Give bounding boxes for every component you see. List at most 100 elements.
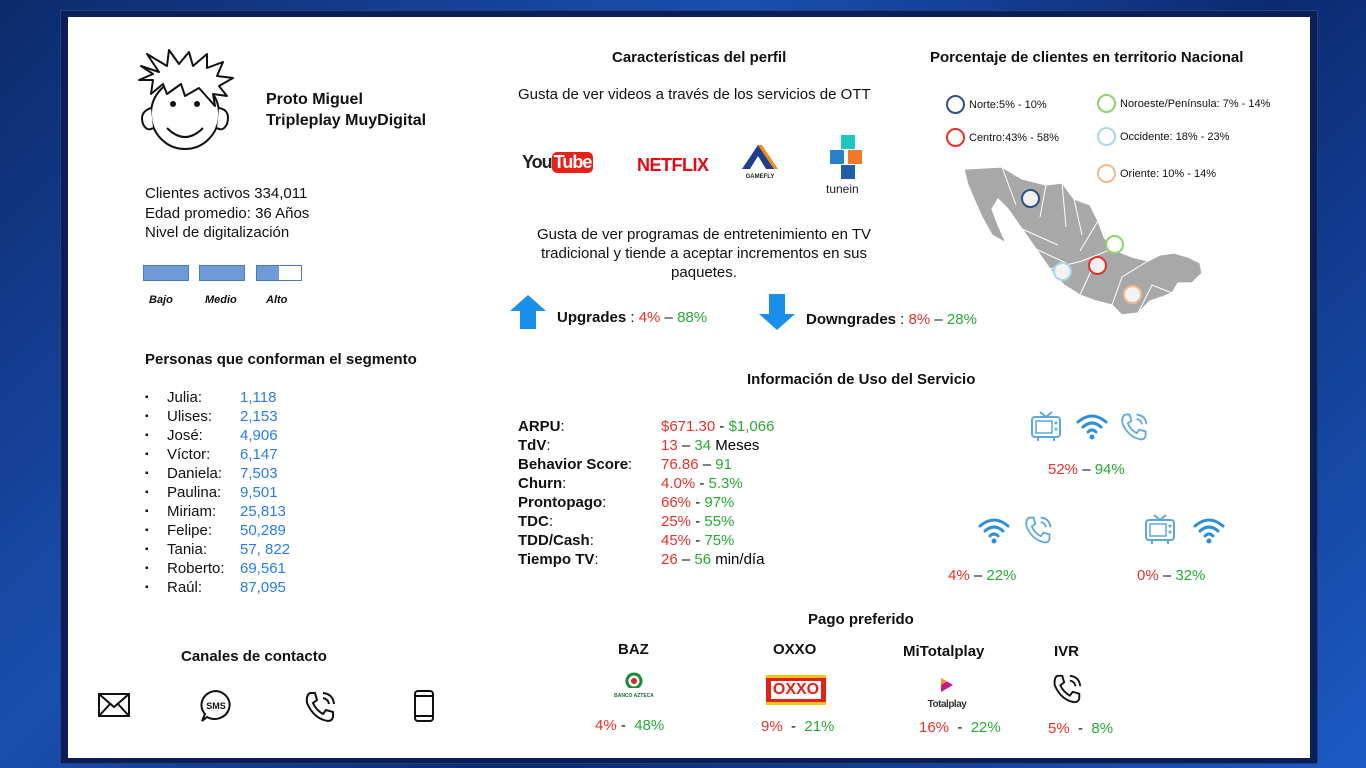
- gamefly-logo-text: GAMEFLY: [745, 174, 775, 180]
- wifi-icon: [1193, 518, 1225, 544]
- bullet-icon: ▪: [145, 563, 149, 574]
- legend-occidente-label: Occidente: 18% - 23%: [1120, 130, 1230, 143]
- bullet-icon: ▪: [145, 430, 149, 441]
- person-name: Roberto:: [167, 560, 225, 577]
- combo-double-tv-sep: –: [1158, 567, 1176, 584]
- list-item: ▪ Julia: 1,118: [145, 388, 290, 407]
- downgrades-stat: Downgrades : 8% – 28%: [806, 311, 977, 328]
- payment-oxxo-low: 9%: [761, 718, 783, 735]
- bullet-icon: ▪: [145, 582, 149, 593]
- oxxo-logo: OXXO: [766, 675, 826, 705]
- usage-metric-value: 13 – 34 Meses: [661, 437, 760, 454]
- payment-ivr-value: 5% - 8%: [1048, 720, 1113, 737]
- person-count: 2,153: [240, 408, 278, 425]
- table-row: ARPU: $671.30 - $1,066: [518, 417, 774, 436]
- person-count: 1,118: [240, 389, 277, 406]
- legend-oriente-label: Oriente: 10% - 14%: [1120, 167, 1216, 180]
- person-name: Tania:: [167, 541, 208, 558]
- table-row: Tiempo TV: 26 – 56 min/día: [518, 550, 774, 569]
- legend-occidente-swatch: [1097, 127, 1116, 146]
- usage-metric-value: $671.30 - $1,066: [661, 418, 775, 435]
- upgrades-stat: Upgrades : 4% – 88%: [557, 309, 707, 326]
- map-marker-occidente: [1053, 262, 1072, 281]
- legend-oriente: Oriente: 10% - 14%: [1097, 164, 1216, 183]
- combo-double-tv-value: 0% – 32%: [1137, 567, 1205, 584]
- avatar-icon: [138, 49, 234, 150]
- gamefly-logo: GAMEFLY: [738, 143, 782, 180]
- payment-mitotalplay-high: 22%: [970, 719, 1001, 736]
- level-label-alto: Alto: [266, 294, 288, 306]
- persons-title: Personas que conforman el segmento: [145, 351, 417, 368]
- wifi-icon: [978, 518, 1010, 544]
- usage-metric-value: 25% - 55%: [661, 513, 735, 530]
- combo-triple-value: 52% – 94%: [1048, 461, 1125, 478]
- usage-table: ARPU: $671.30 - $1,066 TdV: 13 – 34 Meses Be…: [518, 417, 774, 569]
- payment-oxxo-high: 21%: [804, 718, 835, 735]
- person-name: Daniela:: [167, 465, 223, 482]
- payment-oxxo-title: OXXO: [773, 641, 817, 658]
- usage-metric-name: Churn:: [518, 475, 567, 492]
- phone-icon: [1025, 516, 1052, 544]
- person-count: 87,095: [240, 579, 286, 596]
- map-marker-oriente: [1123, 285, 1142, 304]
- downgrades-label: Downgrades: [806, 311, 897, 328]
- bullet-icon: ▪: [145, 449, 149, 460]
- youtube-logo: You Tube: [522, 152, 594, 173]
- list-item: ▪ Raúl: 87,095: [145, 578, 290, 597]
- tunein-logo: tunein: [826, 135, 870, 196]
- level-bar-medio: [199, 265, 245, 281]
- person-count: 69,561: [240, 560, 286, 577]
- persons-list: ▪ Julia: 1,118 ▪ Ulises: 2,153 ▪ José: 4,906 ▪ Víc…: [145, 388, 290, 597]
- tv-icon: [1145, 514, 1175, 544]
- upgrades-label: Upgrades: [557, 309, 627, 326]
- ivr-phone-icon: [1053, 674, 1082, 704]
- upgrades-sep: :: [626, 309, 639, 326]
- sms-icon-label: SMS: [206, 701, 226, 711]
- combo-triple-sep: –: [1078, 461, 1095, 478]
- arrow-up-icon: [510, 295, 546, 329]
- upgrades-low: 4%: [638, 309, 661, 326]
- person-name: Felipe:: [167, 522, 213, 539]
- bullet-icon: ▪: [145, 411, 149, 422]
- payment-baz-low: 4%: [595, 717, 617, 734]
- person-name: José:: [167, 427, 203, 444]
- legend-centro-swatch: [946, 128, 965, 147]
- list-item: ▪ Tania: 57, 822: [145, 540, 290, 559]
- usage-metric-name: TDC:: [518, 513, 553, 530]
- person-name: Raúl:: [167, 579, 203, 596]
- person-count: 50,289: [240, 522, 286, 539]
- payment-ivr-high: 8%: [1091, 720, 1114, 737]
- avg-age: Edad promedio: 36 Años: [145, 205, 310, 222]
- list-item: ▪ Felipe: 50,289: [145, 521, 290, 540]
- bullet-icon: ▪: [145, 525, 149, 536]
- usage-metric-name: Behavior Score:: [518, 456, 633, 473]
- legend-noroeste-swatch: [1097, 94, 1116, 113]
- netflix-logo: NETFLIX: [637, 155, 709, 175]
- usage-metric-name: TDD/Cash:: [518, 532, 594, 549]
- level-label-medio: Medio: [205, 294, 237, 306]
- mobile-phone-icon: [414, 690, 434, 722]
- totalplay-logo: Totalplay: [918, 676, 976, 712]
- bullet-icon: ▪: [145, 392, 149, 403]
- usage-title: Información de Uso del Servicio: [747, 371, 976, 388]
- person-name: Paulina:: [167, 484, 222, 501]
- legend-centro: Centro:43% - 58%: [946, 128, 1059, 147]
- list-item: ▪ Ulises: 2,153: [145, 407, 290, 426]
- downgrades-dash: –: [930, 311, 947, 328]
- table-row: TDC: 25% - 55%: [518, 512, 774, 531]
- legend-noroeste: Noroeste/Península: 7% - 14%: [1097, 94, 1270, 113]
- bullet-icon: ▪: [145, 506, 149, 517]
- phone-call-icon: [305, 692, 335, 723]
- wifi-icon: [1076, 414, 1108, 440]
- person-name: Julia:: [167, 389, 203, 406]
- bullet-icon: ▪: [145, 487, 149, 498]
- map-marker-noroeste: [1105, 235, 1124, 254]
- payment-ivr-sep: -: [1069, 720, 1092, 737]
- tunein-logo-shape: [830, 135, 862, 179]
- active-clients: Clientes activos 334,011: [145, 185, 308, 202]
- person-count: 7,503: [240, 465, 278, 482]
- oxxo-logo-text: OXXO: [770, 681, 822, 699]
- youtube-logo-you: You: [522, 152, 553, 172]
- payment-title: Pago preferido: [808, 611, 914, 628]
- legend-noroeste-label: Noroeste/Península: 7% - 14%: [1120, 97, 1271, 110]
